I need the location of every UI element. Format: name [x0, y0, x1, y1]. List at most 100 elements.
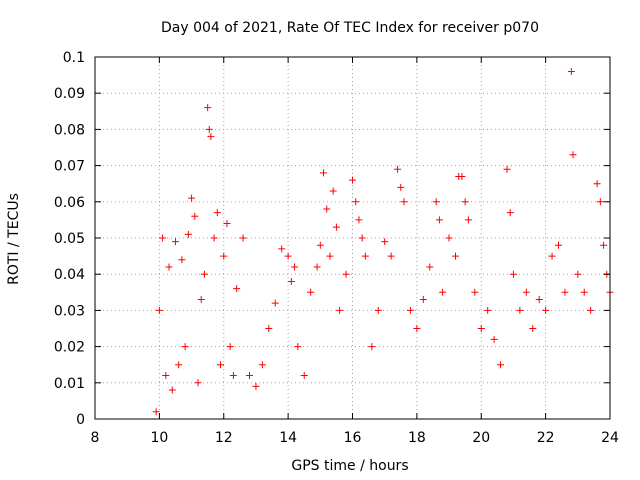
data-point [580, 288, 588, 296]
data-point [200, 270, 208, 278]
data-point [320, 169, 328, 177]
data-point [509, 270, 517, 278]
data-points [152, 67, 614, 416]
data-point [352, 198, 360, 206]
data-point [323, 205, 331, 213]
data-point [175, 361, 183, 369]
data-point [291, 263, 299, 271]
data-point [361, 252, 369, 260]
data-point [439, 288, 447, 296]
data-point [600, 241, 608, 249]
data-point [497, 361, 505, 369]
data-point [165, 263, 173, 271]
x-tick-label: 20 [472, 430, 490, 446]
x-axis-label: GPS time / hours [291, 458, 408, 474]
data-point [419, 296, 427, 304]
x-axis-ticks: 8 10 12 14 16 18 20 22 24 [91, 57, 619, 446]
data-point [529, 325, 537, 332]
data-point [426, 263, 434, 271]
y-tick-label: 0.03 [54, 303, 85, 319]
data-point [464, 216, 472, 224]
data-point [555, 241, 562, 249]
data-point [413, 325, 421, 332]
data-point [593, 180, 601, 188]
x-tick-label: 14 [279, 430, 297, 446]
data-point [355, 216, 363, 224]
y-tick-label: 0.1 [63, 50, 85, 66]
x-tick-label: 8 [91, 430, 100, 446]
data-point [461, 198, 469, 206]
data-point [567, 67, 575, 75]
data-point [358, 234, 366, 242]
data-point [191, 212, 199, 220]
data-point [265, 325, 273, 332]
data-point [204, 104, 212, 112]
data-point [194, 379, 202, 387]
y-tick-label: 0.04 [54, 267, 85, 283]
data-point [217, 361, 225, 369]
data-point [503, 165, 511, 173]
y-tick-label: 0.09 [54, 86, 85, 102]
data-point [205, 125, 213, 133]
data-point [159, 234, 167, 242]
y-tick-label: 0.05 [54, 231, 85, 247]
data-point [394, 165, 402, 173]
data-point [155, 306, 163, 314]
data-point [452, 252, 459, 260]
y-axis-ticks: 0 0.01 0.02 0.03 0.04 0.05 0.06 0.07 0.08 0.09 0.1 [54, 50, 610, 428]
data-point [181, 343, 189, 351]
data-point [432, 198, 440, 206]
data-point [316, 241, 324, 249]
data-point [246, 372, 253, 380]
data-point [406, 306, 414, 314]
data-point [188, 194, 196, 202]
chart-title: Day 004 of 2021, Rate Of TEC Index for r… [161, 20, 539, 36]
data-point [587, 306, 595, 314]
data-point [458, 172, 466, 180]
x-tick-label: 24 [601, 430, 619, 446]
data-point [329, 187, 337, 195]
data-point [226, 343, 234, 351]
y-tick-label: 0.08 [54, 122, 85, 138]
data-point [516, 306, 524, 314]
data-point [342, 270, 350, 278]
data-point [326, 252, 334, 260]
data-point [258, 361, 266, 369]
data-point [397, 183, 405, 191]
data-point [152, 408, 160, 416]
data-point [381, 238, 389, 246]
data-point [574, 270, 582, 278]
data-point [374, 306, 382, 314]
data-point [336, 306, 344, 314]
y-tick-label: 0.06 [54, 195, 85, 211]
data-point [332, 223, 340, 231]
data-point [542, 306, 550, 314]
data-point [596, 198, 604, 206]
data-point [548, 252, 556, 260]
y-tick-label: 0 [76, 412, 85, 428]
data-point [184, 230, 192, 238]
data-point [171, 238, 179, 246]
data-point [484, 306, 492, 314]
data-point [561, 288, 569, 296]
data-point [220, 252, 228, 260]
y-axis-label: ROTI / TECUs [6, 193, 22, 285]
data-point [535, 296, 543, 304]
data-point [223, 220, 231, 228]
x-tick-label: 16 [344, 430, 362, 446]
data-point [162, 372, 170, 380]
data-point [233, 285, 241, 293]
data-point [252, 382, 260, 390]
data-point [569, 151, 577, 159]
data-point [213, 209, 221, 217]
data-point [287, 277, 295, 285]
data-point [278, 245, 286, 253]
data-point [207, 133, 215, 141]
data-point [435, 216, 443, 224]
x-tick-label: 22 [537, 430, 555, 446]
data-point [168, 386, 176, 394]
data-point [471, 288, 479, 296]
y-tick-label: 0.07 [54, 159, 85, 175]
y-tick-label: 0.02 [54, 340, 85, 356]
data-point [400, 198, 408, 206]
